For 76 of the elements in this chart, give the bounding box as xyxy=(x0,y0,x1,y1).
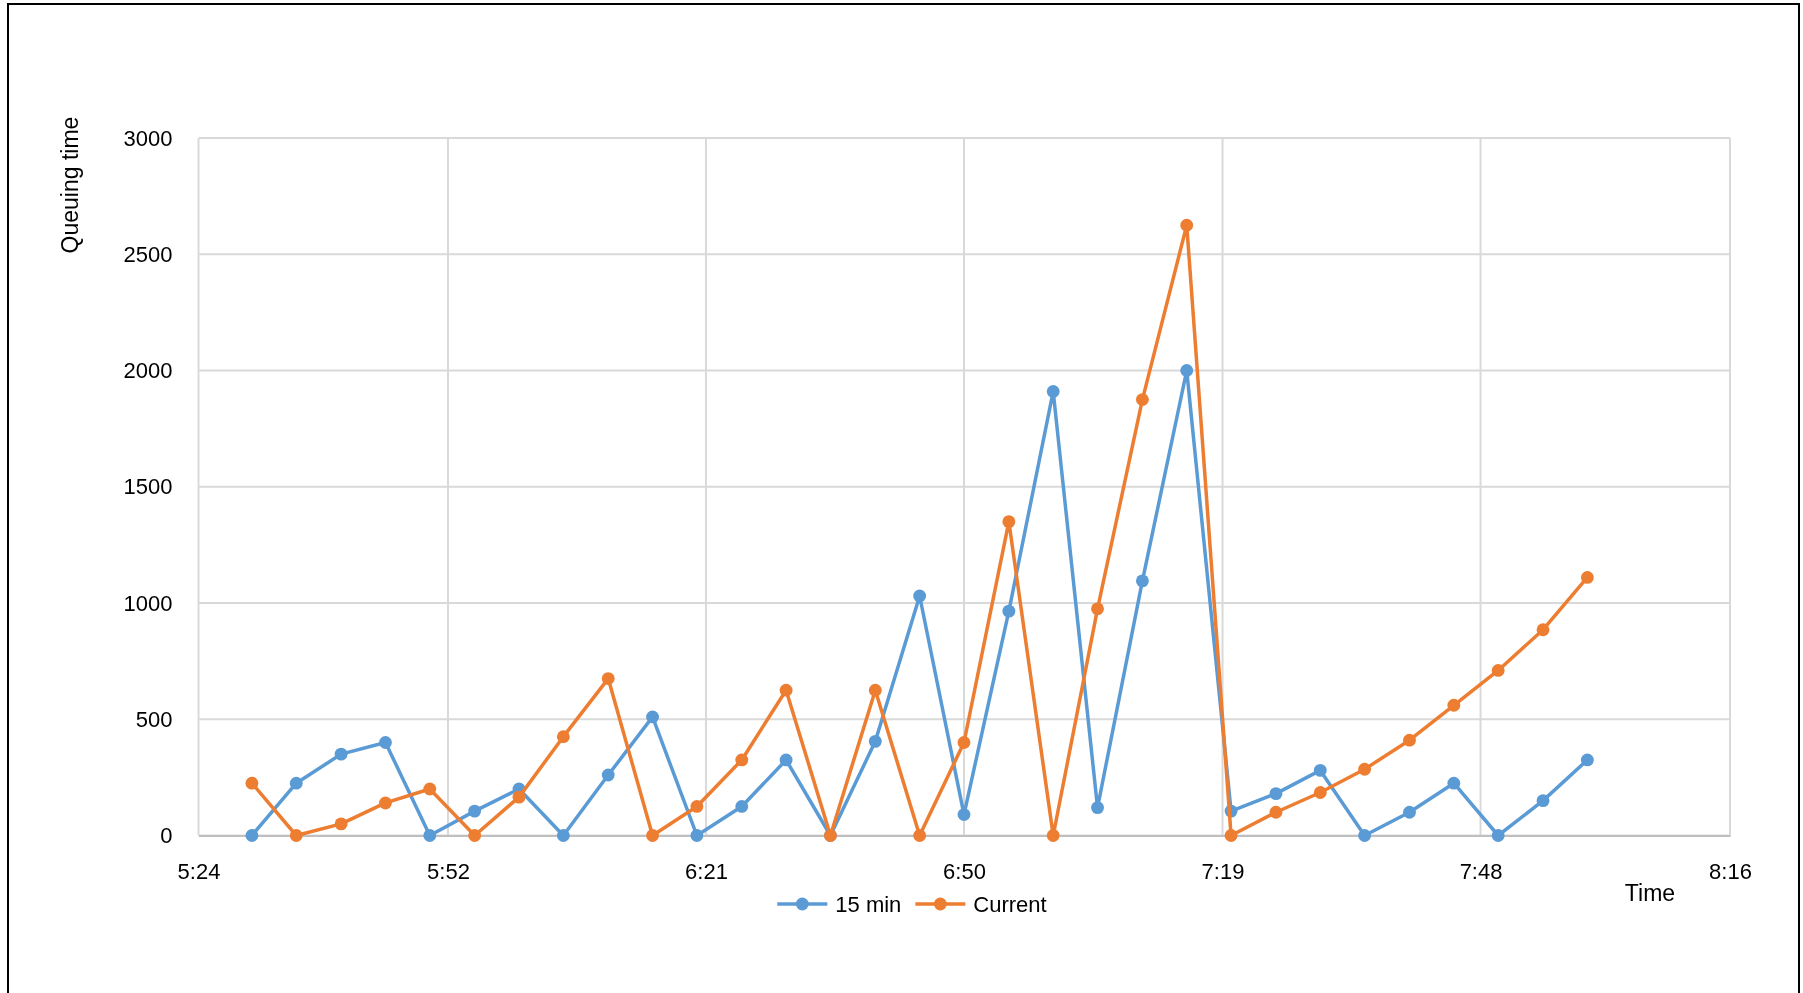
x-tick-label: 6:50 xyxy=(943,859,986,885)
point xyxy=(1358,762,1372,776)
point xyxy=(868,734,882,748)
y-tick-label: 1000 xyxy=(123,590,173,616)
point xyxy=(1313,786,1327,799)
point xyxy=(601,672,615,685)
point xyxy=(245,776,259,790)
x-tick-label: 6:21 xyxy=(685,859,728,885)
point xyxy=(690,829,704,842)
point xyxy=(289,829,303,842)
point xyxy=(957,808,971,821)
x-tick-label: 5:24 xyxy=(177,859,221,885)
point xyxy=(1580,571,1594,584)
y-axis-title: Queuing time xyxy=(57,116,83,254)
point xyxy=(1002,515,1016,529)
x-tick-label: 8:16 xyxy=(1709,859,1752,885)
point xyxy=(1536,794,1550,808)
point xyxy=(957,736,971,749)
x-tick-label: 7:19 xyxy=(1201,859,1245,885)
point xyxy=(556,829,570,842)
x-axis-title: Time xyxy=(1624,880,1676,906)
point xyxy=(379,736,392,749)
point xyxy=(913,829,927,842)
point xyxy=(1269,805,1283,819)
point xyxy=(334,817,348,831)
point xyxy=(1491,829,1505,842)
x-tick-label: 5:52 xyxy=(427,859,470,885)
legend-label: Current xyxy=(973,892,1047,917)
point xyxy=(1403,733,1416,747)
point xyxy=(913,589,927,603)
point xyxy=(1180,364,1194,377)
point xyxy=(1046,385,1060,398)
point xyxy=(601,768,615,782)
y-tick-label: 1500 xyxy=(123,474,173,500)
point xyxy=(1224,829,1238,842)
point xyxy=(1091,801,1104,815)
y-tick-label: 3000 xyxy=(123,125,173,151)
point xyxy=(245,829,259,842)
point xyxy=(1180,218,1194,232)
y-tick-label: 2500 xyxy=(123,241,173,267)
point xyxy=(1269,787,1283,801)
point xyxy=(512,790,526,804)
point xyxy=(735,800,749,813)
point xyxy=(690,800,704,813)
y-tick-label: 500 xyxy=(135,706,173,732)
point xyxy=(1091,602,1104,616)
point xyxy=(556,730,570,744)
point xyxy=(1536,623,1550,637)
point xyxy=(1002,604,1016,618)
point xyxy=(779,753,793,767)
point xyxy=(1135,574,1149,588)
point xyxy=(646,710,659,724)
point xyxy=(379,796,392,810)
y-tick-label: 0 xyxy=(160,823,173,849)
point xyxy=(646,829,659,842)
point xyxy=(1046,829,1060,842)
point xyxy=(334,747,348,761)
point xyxy=(1580,753,1594,767)
x-tick-label: 7:48 xyxy=(1459,859,1503,885)
point xyxy=(423,829,437,842)
point xyxy=(423,782,437,796)
point xyxy=(779,683,793,697)
point xyxy=(468,829,482,842)
point xyxy=(468,804,482,818)
point xyxy=(1403,805,1416,819)
y-tick-label: 2000 xyxy=(123,358,173,384)
point xyxy=(1358,829,1372,842)
point xyxy=(735,753,749,767)
point xyxy=(1447,776,1461,790)
point xyxy=(1313,763,1327,777)
point xyxy=(289,776,303,790)
point xyxy=(1447,698,1461,712)
legend-label: 15 min xyxy=(835,892,902,917)
point xyxy=(868,683,882,697)
point xyxy=(1135,393,1149,406)
point xyxy=(1491,664,1505,677)
